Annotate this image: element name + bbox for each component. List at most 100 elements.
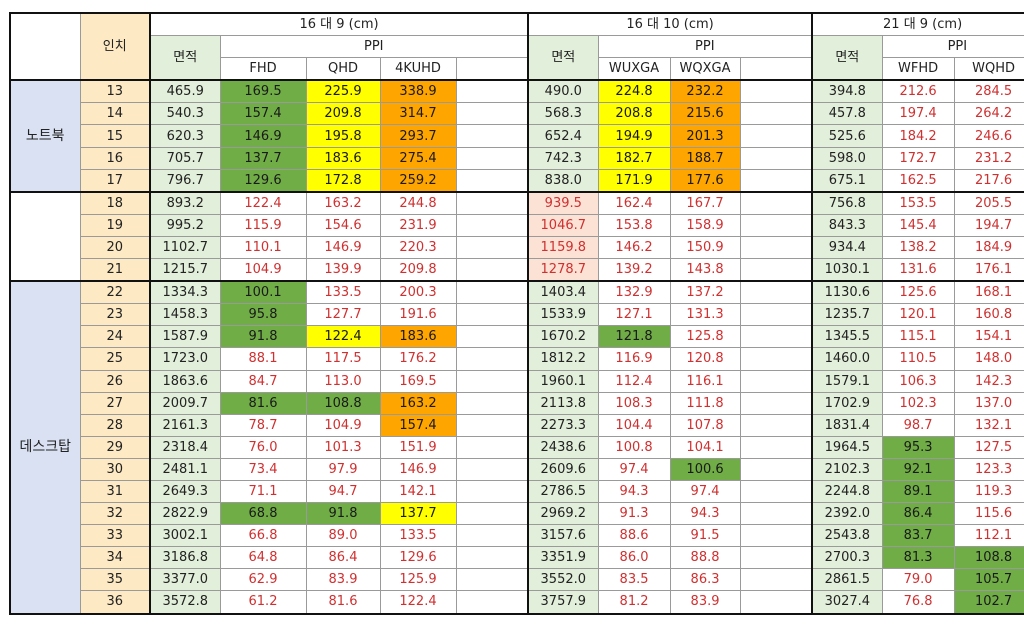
blank-cell [455,124,529,148]
wqxga-cell: 120.8 [669,347,741,371]
wuxga-cell: 97.4 [597,457,671,481]
inch-cell: 30 [79,457,151,481]
wfhd-cell: 79.0 [881,568,955,592]
col-header-wfhd: WFHD [881,57,955,81]
blank-cell [739,502,813,526]
blank-cell [739,546,813,570]
blank-cell [739,146,813,170]
area-cell-16-9: 620.3 [149,124,221,148]
fhd-cell: 62.9 [219,568,307,592]
wuxga-cell: 81.2 [597,590,671,615]
inch-header: 인치 [79,11,151,81]
table-row: 16 705.7 137.7 183.6 275.4 742.3 182.7 188.7 598… [10,146,1024,170]
qhd-cell: 172.8 [305,168,381,193]
4kuhd-cell: 142.1 [379,479,457,504]
area-cell-16-9: 1863.6 [149,369,221,393]
area-cell-16-9: 3377.0 [149,568,221,592]
4kuhd-cell: 209.8 [379,258,457,283]
wqhd-cell: 123.3 [953,457,1024,481]
qhd-cell: 139.9 [305,258,381,283]
area-cell-16-9: 1334.3 [149,280,221,305]
wuxga-cell: 94.3 [597,479,671,504]
wqhd-cell: 154.1 [953,325,1024,349]
col-header-wqhd: WQHD [953,57,1024,81]
wfhd-cell: 95.3 [881,435,955,459]
wuxga-cell: 127.1 [597,303,671,327]
table-row: 24 1587.9 91.8 122.4 183.6 1670.2 121.8 125.8 13… [10,325,1024,349]
wqxga-cell: 107.8 [669,413,741,437]
qhd-cell: 83.9 [305,568,381,592]
fhd-cell: 66.8 [219,524,307,548]
fhd-cell: 115.9 [219,213,307,237]
blank-cell [739,79,813,104]
group-header-16-10: 16 대 10 (cm) [527,12,813,37]
wqhd-cell: 148.0 [953,347,1024,371]
wqhd-cell: 217.6 [953,168,1024,193]
qhd-cell: 104.9 [305,413,381,437]
ppi-table: 인치 16 대 9 (cm) 16 대 10 (cm) 21 대 9 (cm) … [9,11,1024,615]
area-cell-16-10: 1670.2 [527,325,599,349]
4kuhd-cell: 259.2 [379,168,457,193]
wfhd-cell: 197.4 [881,102,955,126]
wqxga-cell: 94.3 [669,502,741,526]
blank-cell [455,590,529,615]
area-cell-21-9: 2861.5 [811,568,883,592]
blank-cell [455,146,529,170]
fhd-cell: 169.5 [219,79,307,104]
table-row: 33 3002.1 66.8 89.0 133.5 3157.6 88.6 91.5 2543.… [10,524,1024,548]
area-cell-16-10: 1403.4 [527,280,599,305]
table-row: 34 3186.8 64.8 86.4 129.6 3351.9 86.0 88.8 2700.… [10,546,1024,570]
blank-cell [739,590,813,615]
area-cell-16-9: 705.7 [149,146,221,170]
area-cell-16-9: 1102.7 [149,235,221,260]
group-header-21-9: 21 대 9 (cm) [811,12,1024,37]
area-cell-16-10: 1960.1 [527,369,599,393]
area-cell-16-9: 2822.9 [149,502,221,526]
wuxga-cell: 116.9 [597,347,671,371]
blank-cell [455,546,529,570]
area-cell-16-10: 1278.7 [527,258,599,283]
4kuhd-cell: 231.9 [379,213,457,237]
wfhd-cell: 184.2 [881,124,955,148]
fhd-cell: 104.9 [219,258,307,283]
fhd-cell: 122.4 [219,190,307,215]
fhd-cell: 137.7 [219,146,307,170]
qhd-cell: 163.2 [305,190,381,215]
area-cell-16-10: 652.4 [527,124,599,148]
wqhd-cell: 119.3 [953,479,1024,504]
blank-cell [455,347,529,371]
blank-cell [739,303,813,327]
blank-cell [739,124,813,148]
fhd-cell: 78.7 [219,413,307,437]
wqhd-cell: 115.6 [953,502,1024,526]
table-row: 데스크탑 22 1334.3 100.1 133.5 200.3 1403.4 132.9 13… [9,280,1024,615]
area-cell-21-9: 1345.5 [811,325,883,349]
qhd-cell: 81.6 [305,590,381,615]
area-cell-16-9: 465.9 [149,79,221,104]
fhd-cell: 146.9 [219,124,307,148]
area-cell-21-9: 934.4 [811,235,883,260]
table-row: 15 620.3 146.9 195.8 293.7 652.4 194.9 201.3 525… [10,124,1024,148]
wuxga-cell: 104.4 [597,413,671,437]
inch-cell: 32 [79,502,151,526]
category-label: 데스크탑 [9,280,81,615]
inch-cell: 22 [79,280,151,305]
wqxga-cell: 215.6 [669,102,741,126]
wqhd-cell: 264.2 [953,102,1024,126]
area-cell-16-10: 2786.5 [527,479,599,504]
qhd-cell: 146.9 [305,235,381,260]
area-header-21-9: 면적 [811,35,883,81]
qhd-cell: 94.7 [305,479,381,504]
wqhd-cell: 194.7 [953,213,1024,237]
inch-cell: 28 [79,413,151,437]
blank-cell [455,258,529,283]
fhd-cell: 129.6 [219,168,307,193]
wqxga-cell: 97.4 [669,479,741,504]
area-cell-16-9: 2318.4 [149,435,221,459]
blank-cell [739,391,813,415]
fhd-cell: 84.7 [219,369,307,393]
fhd-cell: 100.1 [219,280,307,305]
wfhd-cell: 138.2 [881,235,955,260]
blank-cell [455,79,529,104]
area-cell-16-9: 2009.7 [149,391,221,415]
